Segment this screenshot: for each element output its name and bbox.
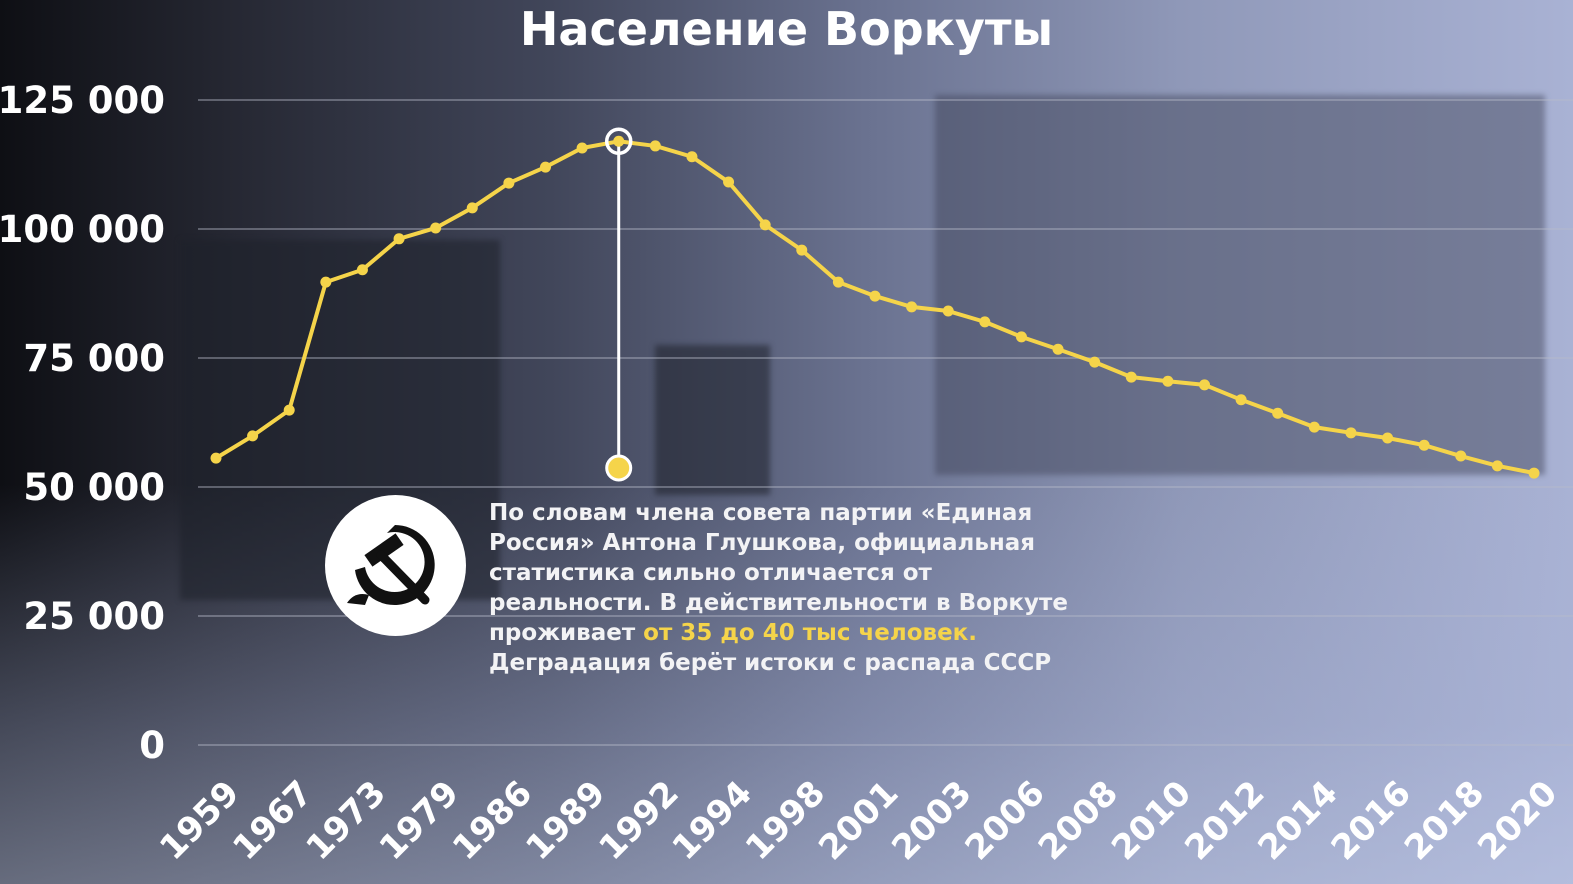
y-tick-label: 125 000: [0, 79, 165, 122]
y-tick-label: 25 000: [23, 595, 165, 638]
y-tick-label: 0: [139, 724, 165, 767]
x-tick-label: 1989: [518, 773, 613, 868]
x-tick-label: 2008: [1031, 773, 1126, 868]
data-point: [1125, 371, 1137, 383]
hammer-and-sickle-icon: [325, 495, 466, 636]
x-tick-label: 1973: [299, 773, 394, 868]
y-tick-label: 50 000: [23, 466, 165, 509]
data-point: [1199, 379, 1210, 391]
background-building: [935, 95, 1545, 475]
data-point: [1382, 432, 1394, 444]
chart-title: Население Воркуты: [519, 2, 1054, 56]
data-point: [686, 151, 698, 163]
data-point: [1528, 467, 1540, 479]
data-point: [1052, 343, 1064, 355]
data-point: [356, 264, 368, 276]
x-tick-label: 2001: [811, 773, 906, 868]
x-tick-label: 2020: [1470, 773, 1565, 868]
x-tick-label: 2016: [1324, 773, 1419, 868]
data-point: [1272, 407, 1284, 419]
data-point: [723, 176, 735, 188]
data-point: [1418, 439, 1430, 451]
x-tick-label: 1959: [152, 773, 247, 868]
data-point: [649, 140, 661, 152]
data-point: [759, 219, 771, 231]
data-point: [832, 276, 844, 288]
data-point: [1015, 331, 1027, 343]
x-tick-label: 1986: [445, 773, 540, 868]
peak-highlight-ring: [604, 127, 633, 156]
x-tick-label: 2018: [1397, 773, 1492, 868]
x-tick-label: 2014: [1250, 773, 1345, 868]
annotation-text-end: Деградация берёт истоки с распада СССР: [489, 650, 1052, 676]
data-point: [1455, 450, 1467, 462]
data-point: [1491, 460, 1503, 472]
y-tick-label: 100 000: [0, 208, 165, 251]
population-line: [214, 139, 1535, 476]
x-tick-label: 1979: [372, 773, 467, 868]
data-point: [576, 142, 588, 154]
data-point: [1345, 427, 1357, 439]
data-point: [430, 222, 442, 234]
data-point: [503, 177, 515, 189]
data-point: [613, 135, 625, 147]
annotation-anchor-dot: [605, 454, 633, 482]
data-point: [393, 233, 405, 245]
data-point: [210, 452, 222, 464]
data-point: [942, 305, 954, 317]
x-tick-label: 1998: [738, 773, 833, 868]
background-building: [655, 345, 770, 495]
x-tick-label: 1992: [591, 773, 686, 868]
data-point: [466, 202, 478, 214]
data-point: [979, 316, 991, 328]
annotation-text-main: По словам члена совета партии «Единая Ро…: [489, 500, 1068, 646]
x-tick-label: 2012: [1177, 773, 1272, 868]
data-point: [320, 276, 332, 288]
annotation-text: По словам члена совета партии «Единая Ро…: [489, 498, 1089, 678]
x-tick-label: 2010: [1104, 773, 1199, 868]
y-tick-label: 75 000: [23, 337, 165, 380]
data-point: [540, 161, 551, 173]
data-point: [247, 430, 259, 442]
x-tick-label: 2003: [884, 773, 979, 868]
x-tick-label: 1967: [225, 773, 320, 868]
x-tick-label: 2006: [958, 773, 1053, 868]
data-point: [906, 301, 918, 313]
data-point: [1162, 375, 1174, 387]
data-point: [283, 404, 295, 416]
data-point: [869, 290, 881, 302]
data-point: [1308, 421, 1320, 433]
data-point: [796, 244, 808, 256]
data-point: [1235, 394, 1247, 406]
annotation-highlight: от 35 до 40 тыс человек.: [643, 620, 978, 646]
data-point: [1089, 356, 1101, 368]
x-tick-label: 1994: [665, 773, 760, 868]
